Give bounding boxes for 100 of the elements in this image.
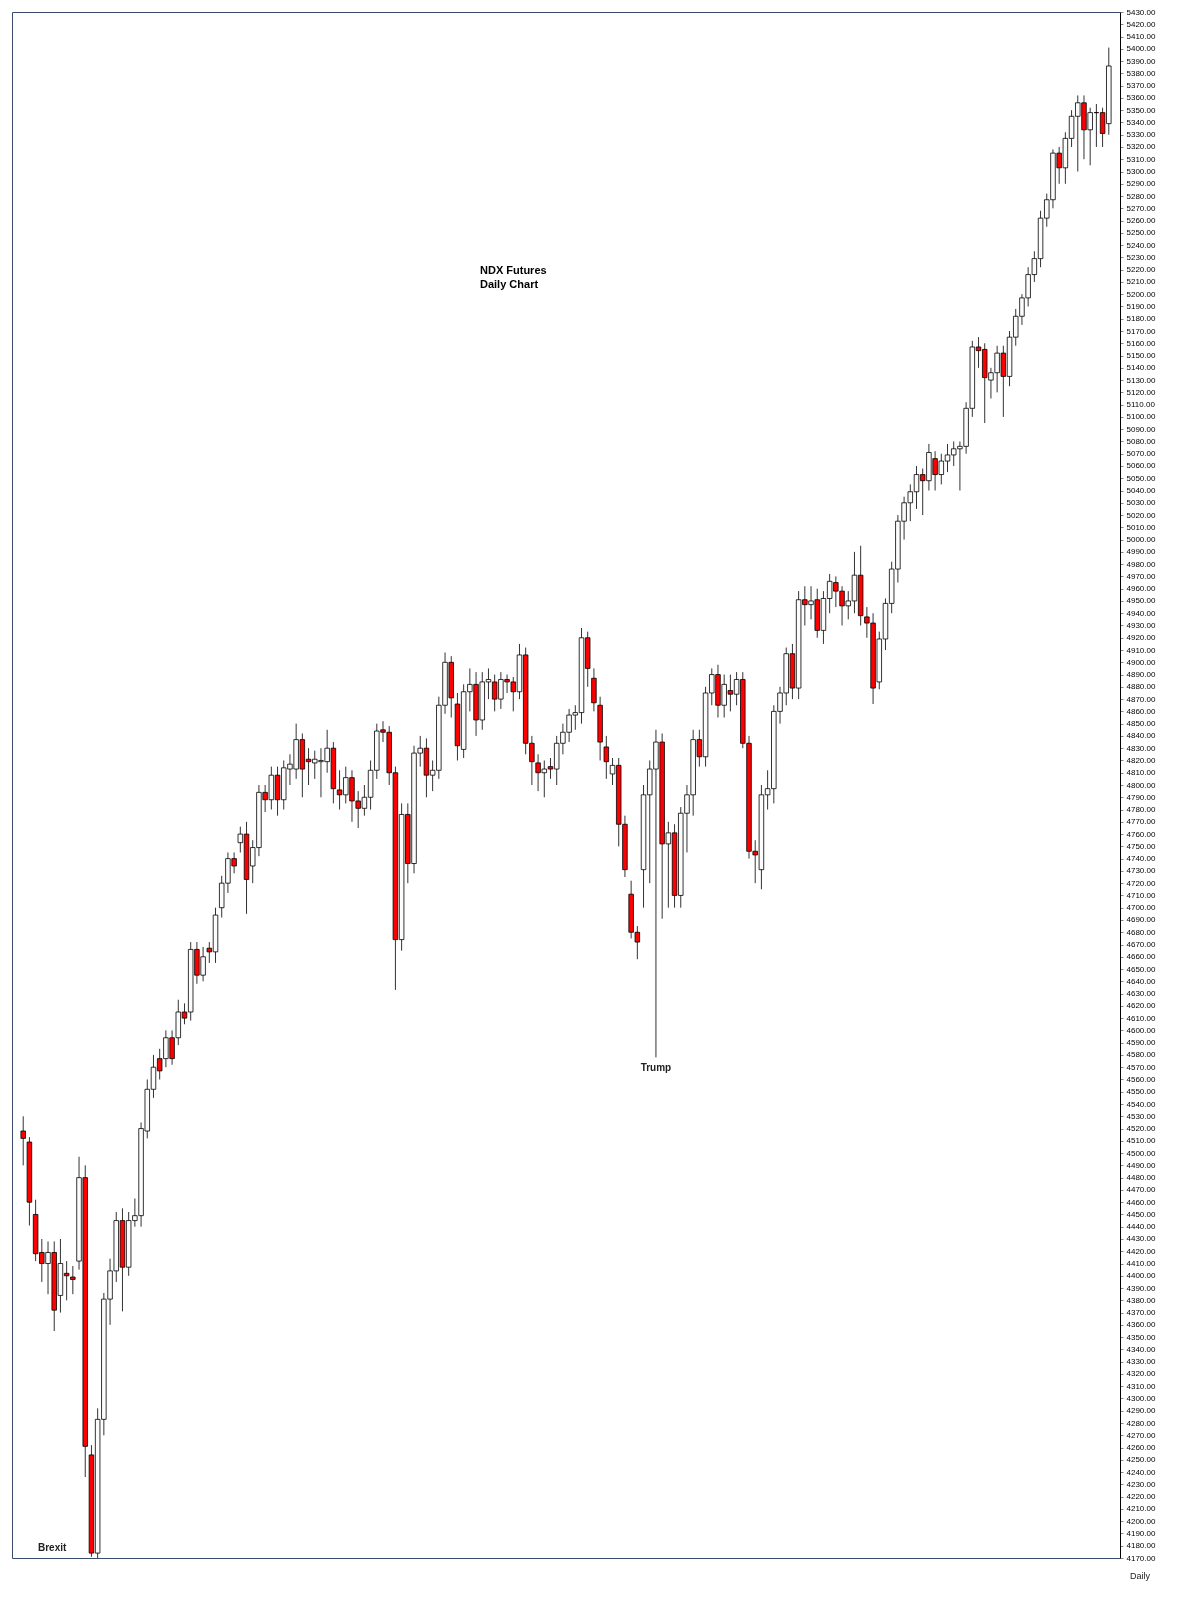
y-tick-label: 4690.00 xyxy=(1126,915,1156,925)
y-tick-label: 5010.00 xyxy=(1126,522,1156,532)
y-tick-label: 4340.00 xyxy=(1126,1344,1156,1354)
y-tick-label: 4410.00 xyxy=(1126,1259,1156,1269)
y-tick-label: 4610.00 xyxy=(1126,1013,1156,1023)
y-tick-label: 5240.00 xyxy=(1126,240,1156,250)
y-tick-label: 4870.00 xyxy=(1126,694,1156,704)
y-tick-label: 4180.00 xyxy=(1126,1541,1156,1551)
y-tick-label: 4230.00 xyxy=(1126,1479,1156,1489)
y-tick-label: 5420.00 xyxy=(1126,19,1156,29)
y-tick-label: 4950.00 xyxy=(1126,596,1156,606)
y-tick-label: 5060.00 xyxy=(1126,461,1156,471)
y-tick-label: 5020.00 xyxy=(1126,510,1156,520)
y-tick-label: 5150.00 xyxy=(1126,351,1156,361)
y-tick-label: 5160.00 xyxy=(1126,338,1156,348)
y-tick-label: 4380.00 xyxy=(1126,1295,1156,1305)
text: Daily xyxy=(1130,1571,1151,1581)
y-tick-label: 4850.00 xyxy=(1126,719,1156,729)
y-tick-label: 4300.00 xyxy=(1126,1393,1156,1403)
y-tick-label: 5040.00 xyxy=(1126,486,1156,496)
y-tick-label: 5000.00 xyxy=(1126,535,1156,545)
candlestick xyxy=(603,735,610,780)
y-tick-label: 4460.00 xyxy=(1126,1197,1156,1207)
y-tick-label: 5270.00 xyxy=(1126,203,1156,213)
y-tick-label: 5330.00 xyxy=(1126,130,1156,140)
y-tick-label: 4960.00 xyxy=(1126,584,1156,594)
y-tick-label: 4550.00 xyxy=(1126,1087,1156,1097)
y-tick-label: 4490.00 xyxy=(1126,1160,1156,1170)
y-tick-label: 4560.00 xyxy=(1126,1074,1156,1084)
y-tick-label: 5390.00 xyxy=(1126,56,1156,66)
y-tick-label: 4480.00 xyxy=(1126,1173,1156,1183)
y-tick-label: 4970.00 xyxy=(1126,571,1156,581)
text: NDX Futures Daily Chart xyxy=(480,264,547,290)
y-tick-label: 5110.00 xyxy=(1126,400,1156,410)
y-tick-label: 5430.00 xyxy=(1126,7,1156,17)
y-tick-label: 4730.00 xyxy=(1126,866,1156,876)
y-tick-label: 4630.00 xyxy=(1126,989,1156,999)
y-tick-label: 4350.00 xyxy=(1126,1332,1156,1342)
y-tick-label: 5100.00 xyxy=(1126,412,1156,422)
y-tick-label: 4500.00 xyxy=(1126,1148,1156,1158)
y-tick-label: 4880.00 xyxy=(1126,682,1156,692)
y-tick-label: 5180.00 xyxy=(1126,314,1156,324)
y-tick-label: 4700.00 xyxy=(1126,903,1156,913)
y-tick-label: 4890.00 xyxy=(1126,670,1156,680)
annotation: Trump xyxy=(640,1062,672,1074)
y-tick-label: 5310.00 xyxy=(1126,154,1156,164)
y-tick-label: 4260.00 xyxy=(1126,1443,1156,1453)
y-tick-label: 5400.00 xyxy=(1126,44,1156,54)
y-tick-label: 4790.00 xyxy=(1126,792,1156,802)
y-tick-label: 4360.00 xyxy=(1126,1320,1156,1330)
candlestick xyxy=(70,1265,76,1295)
y-tick-label: 4450.00 xyxy=(1126,1209,1156,1219)
y-tick-label: 4910.00 xyxy=(1126,645,1156,655)
y-tick-label: 4720.00 xyxy=(1126,878,1156,888)
y-tick-label: 5210.00 xyxy=(1126,277,1156,287)
y-tick-label: 4510.00 xyxy=(1126,1136,1156,1146)
y-tick-label: 4220.00 xyxy=(1126,1492,1156,1502)
y-tick-label: 5260.00 xyxy=(1126,216,1156,226)
y-tick-label: 4620.00 xyxy=(1126,1001,1156,1011)
y-tick-label: 4540.00 xyxy=(1126,1099,1156,1109)
y-tick-label: 5350.00 xyxy=(1126,105,1156,115)
y-tick-label: 4600.00 xyxy=(1126,1025,1156,1035)
y-tick-label: 4940.00 xyxy=(1126,608,1156,618)
y-tick-label: 4640.00 xyxy=(1126,976,1156,986)
y-tick-label: 4740.00 xyxy=(1126,854,1156,864)
y-tick-label: 4250.00 xyxy=(1126,1455,1156,1465)
y-tick-label: 4370.00 xyxy=(1126,1308,1156,1318)
y-tick-label: 4470.00 xyxy=(1126,1185,1156,1195)
y-tick-label: 4310.00 xyxy=(1126,1381,1156,1391)
y-tick-label: 4830.00 xyxy=(1126,743,1156,753)
y-tick-label: 4280.00 xyxy=(1126,1418,1156,1428)
y-tick-label: 5380.00 xyxy=(1126,68,1156,78)
y-tick-label: 5370.00 xyxy=(1126,81,1156,91)
y-tick-label: 4580.00 xyxy=(1126,1050,1156,1060)
y-tick-label: 4650.00 xyxy=(1126,964,1156,974)
y-tick-label: 5200.00 xyxy=(1126,289,1156,299)
y-tick-label: 4660.00 xyxy=(1126,952,1156,962)
y-tick-label: 5090.00 xyxy=(1126,424,1156,434)
y-tick-label: 4680.00 xyxy=(1126,927,1156,937)
y-tick-label: 4670.00 xyxy=(1126,940,1156,950)
y-tick-label: 4820.00 xyxy=(1126,755,1156,765)
y-tick-label: 4920.00 xyxy=(1126,633,1156,643)
y-tick-label: 4810.00 xyxy=(1126,768,1156,778)
y-tick-label: 5190.00 xyxy=(1126,301,1156,311)
y-tick-label: 4390.00 xyxy=(1126,1283,1156,1293)
y-tick-label: 5320.00 xyxy=(1126,142,1156,152)
y-tick-label: 5250.00 xyxy=(1126,228,1156,238)
y-tick-label: 4750.00 xyxy=(1126,841,1156,851)
y-tick-label: 4200.00 xyxy=(1126,1516,1156,1526)
y-tick-label: 4780.00 xyxy=(1126,805,1156,815)
y-tick-label: 4290.00 xyxy=(1126,1406,1156,1416)
y-tick-label: 4990.00 xyxy=(1126,547,1156,557)
y-tick-label: 4400.00 xyxy=(1126,1271,1156,1281)
y-tick-label: 5120.00 xyxy=(1126,387,1156,397)
y-tick-label: 4710.00 xyxy=(1126,890,1156,900)
y-tick-label: 5220.00 xyxy=(1126,265,1156,275)
y-tick-label: 5070.00 xyxy=(1126,449,1156,459)
y-tick-label: 5140.00 xyxy=(1126,363,1156,373)
y-tick-label: 4190.00 xyxy=(1126,1528,1156,1538)
y-tick-label: 4240.00 xyxy=(1126,1467,1156,1477)
